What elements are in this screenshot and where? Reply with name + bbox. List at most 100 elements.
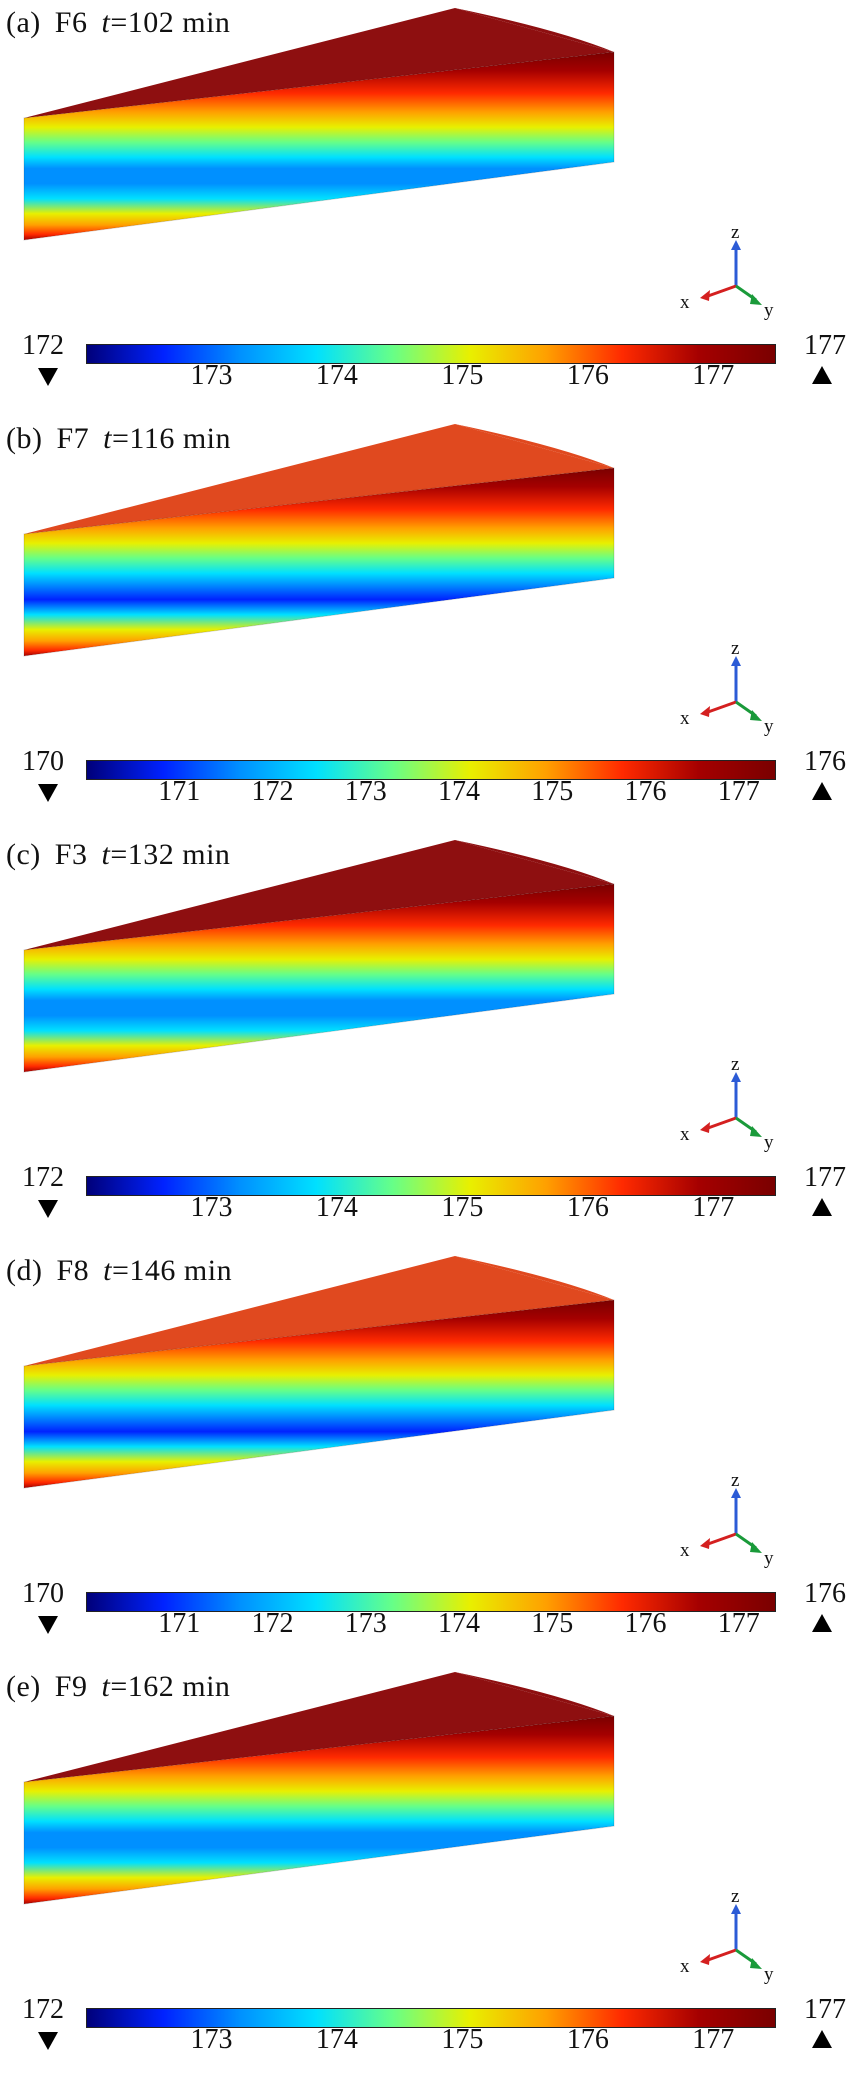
max-marker-icon bbox=[812, 1614, 832, 1632]
colorbar-tick-label: 177 bbox=[692, 360, 735, 391]
max-value-label: 177 bbox=[804, 1994, 846, 2025]
colorbar-tick-label: 175 bbox=[531, 776, 574, 807]
colorbar-tick-label: 177 bbox=[692, 1192, 735, 1223]
axis-z-label: z bbox=[731, 1058, 739, 1075]
colorbar-ticks: 173 174 175 176 177 bbox=[86, 2024, 776, 2064]
colorbar bbox=[86, 344, 776, 364]
temperature-field-render bbox=[23, 1256, 615, 1489]
max-marker-icon bbox=[812, 1198, 832, 1216]
min-marker-icon bbox=[38, 1200, 58, 1218]
time-variable: t bbox=[103, 422, 113, 455]
panel-c: z x y (c) F3 t=132 min 173 174 175 176 177 172 177 bbox=[0, 832, 862, 1248]
case-id: F3 bbox=[54, 838, 88, 871]
wedge-top-face bbox=[24, 424, 614, 534]
min-value-label: 172 bbox=[22, 1162, 64, 1193]
colorbar-tick-label: 176 bbox=[624, 776, 667, 807]
panel-title: (d) F8 t=146 min bbox=[6, 1254, 232, 1288]
time-variable: t bbox=[101, 1670, 111, 1703]
axis-x-label: x bbox=[680, 292, 690, 313]
time-variable: t bbox=[103, 1254, 113, 1287]
wedge-top-face bbox=[24, 8, 614, 118]
colorbar-tick-label: 175 bbox=[441, 360, 484, 391]
time-value: =102 min bbox=[110, 6, 231, 39]
wedge-side-face bbox=[23, 51, 615, 241]
colorbar-tick-label: 172 bbox=[251, 776, 294, 807]
panel-title: (c) F3 t=132 min bbox=[6, 838, 230, 872]
colorbar-ticks: 173 174 175 176 177 bbox=[86, 1192, 776, 1232]
max-marker-icon bbox=[812, 2030, 832, 2048]
colorbar-tick-label: 175 bbox=[531, 1608, 574, 1639]
min-value-label: 170 bbox=[22, 746, 64, 777]
axis-y-label: y bbox=[764, 1132, 774, 1153]
colorbar bbox=[86, 760, 776, 780]
colorbar-ticks: 171 172 173 174 175 176 177 bbox=[86, 776, 776, 816]
max-value-label: 176 bbox=[804, 1578, 846, 1609]
wedge-side-face bbox=[23, 467, 615, 657]
colorbar-tick-label: 173 bbox=[190, 1192, 233, 1223]
colorbar-tick-label: 177 bbox=[692, 2024, 735, 2055]
max-marker-icon bbox=[812, 782, 832, 800]
colorbar-ticks: 173 174 175 176 177 bbox=[86, 360, 776, 400]
axis-x-label: x bbox=[680, 708, 690, 729]
min-marker-icon bbox=[38, 2032, 58, 2050]
max-value-label: 177 bbox=[804, 1162, 846, 1193]
panel-d: z x y (d) F8 t=146 min 171 172 173 174 175 176 177 17… bbox=[0, 1248, 862, 1664]
axis-triad-icon: z x y bbox=[680, 1890, 774, 1985]
case-id: F9 bbox=[54, 1670, 88, 1703]
colorbar-tick-label: 173 bbox=[190, 360, 233, 391]
colorbar-tick-label: 176 bbox=[624, 1608, 667, 1639]
temperature-field-render bbox=[23, 840, 615, 1073]
min-value-label: 172 bbox=[22, 1994, 64, 2025]
temperature-field-render bbox=[23, 1672, 615, 1905]
colorbar-tick-label: 176 bbox=[566, 2024, 609, 2055]
colorbar bbox=[86, 2008, 776, 2028]
panel-title: (a) F6 t=102 min bbox=[6, 6, 230, 40]
colorbar-tick-label: 174 bbox=[437, 776, 480, 807]
axis-triad-icon: z x y bbox=[680, 1474, 774, 1569]
time-variable: t bbox=[101, 6, 111, 39]
time-value: =132 min bbox=[110, 838, 231, 871]
min-value-label: 172 bbox=[22, 330, 64, 361]
axis-triad-icon: z x y bbox=[680, 1058, 774, 1153]
colorbar-tick-label: 171 bbox=[158, 776, 201, 807]
colorbar-tick-label: 175 bbox=[441, 1192, 484, 1223]
time-value: =162 min bbox=[110, 1670, 231, 1703]
colorbar-tick-label: 177 bbox=[717, 776, 760, 807]
min-marker-icon bbox=[38, 784, 58, 802]
axis-triad-icon: z x y bbox=[680, 642, 774, 737]
axis-z-label: z bbox=[731, 642, 739, 659]
colorbar-tick-label: 173 bbox=[344, 776, 387, 807]
colorbar-tick-label: 177 bbox=[717, 1608, 760, 1639]
colorbar-tick-label: 176 bbox=[566, 360, 609, 391]
panel-b: z x y (b) F7 t=116 min 171 172 173 174 175 176 177 17… bbox=[0, 416, 862, 832]
colorbar-ticks: 171 172 173 174 175 176 177 bbox=[86, 1608, 776, 1648]
panel-label: (c) bbox=[6, 838, 41, 871]
colorbar-tick-label: 172 bbox=[251, 1608, 294, 1639]
colorbar-tick-label: 174 bbox=[437, 1608, 480, 1639]
axis-z-label: z bbox=[731, 1474, 739, 1491]
axis-y-label: y bbox=[764, 1548, 774, 1569]
axis-y-label: y bbox=[764, 1964, 774, 1985]
case-id: F6 bbox=[54, 6, 88, 39]
axis-y-label: y bbox=[764, 300, 774, 321]
panel-label: (e) bbox=[6, 1670, 41, 1703]
min-marker-icon bbox=[38, 368, 58, 386]
time-value: =116 min bbox=[112, 422, 231, 455]
panel-e: z x y (e) F9 t=162 min 173 174 175 176 177 172 177 bbox=[0, 1664, 862, 2080]
colorbar-tick-label: 176 bbox=[566, 1192, 609, 1223]
axis-z-label: z bbox=[731, 226, 739, 243]
max-marker-icon bbox=[812, 366, 832, 384]
panel-a: z x y (a) F6 t=102 min 173 174 175 176 177 172 177 bbox=[0, 0, 862, 416]
colorbar-tick-label: 174 bbox=[315, 360, 358, 391]
colorbar bbox=[86, 1592, 776, 1612]
temperature-field-render bbox=[23, 8, 615, 241]
max-value-label: 177 bbox=[804, 330, 846, 361]
max-value-label: 176 bbox=[804, 746, 846, 777]
colorbar-tick-label: 174 bbox=[315, 2024, 358, 2055]
colorbar-tick-label: 175 bbox=[441, 2024, 484, 2055]
colorbar-tick-label: 171 bbox=[158, 1608, 201, 1639]
axis-x-label: x bbox=[680, 1124, 690, 1145]
wedge-side-face bbox=[23, 1715, 615, 1905]
case-id: F8 bbox=[56, 1254, 90, 1287]
panel-title: (b) F7 t=116 min bbox=[6, 422, 231, 456]
